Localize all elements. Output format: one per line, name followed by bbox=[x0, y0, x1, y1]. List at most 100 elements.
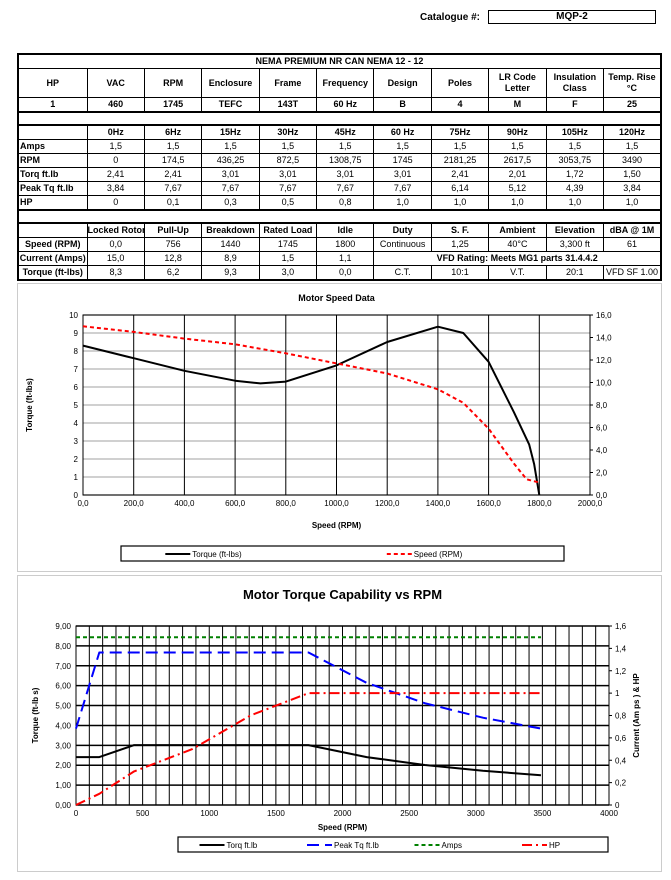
y-tick-label: 4,00 bbox=[55, 721, 71, 730]
plot-area bbox=[82, 314, 591, 496]
table-cell: 75Hz bbox=[430, 124, 490, 140]
table-row: RPM 0 174,5 436,25 872,5 1308,75 1745 2181,25 26… bbox=[17, 153, 662, 168]
table-cell: 0,8 bbox=[316, 195, 375, 211]
table-cell: 5,12 bbox=[488, 181, 547, 196]
table-cell: VAC bbox=[86, 68, 145, 98]
legend-label: HP bbox=[549, 841, 560, 850]
table-cell bbox=[17, 222, 88, 238]
table-cell: 45Hz bbox=[316, 124, 375, 140]
y2-tick-label: 8,0 bbox=[596, 401, 608, 410]
table-cell: 1,5 bbox=[258, 139, 318, 154]
table-cell: F bbox=[545, 97, 605, 113]
x-tick-label: 3000 bbox=[467, 809, 485, 818]
table-cell: HP bbox=[17, 195, 88, 211]
table-row: HP 0 0,1 0,3 0,5 0,8 1,0 1,0 1,0 1,0 1,0 bbox=[17, 195, 662, 211]
table-cell: 8,9 bbox=[201, 251, 260, 266]
y2-tick-label: 2,0 bbox=[596, 469, 608, 478]
y-tick-label: 3,00 bbox=[55, 741, 71, 750]
y-tick-label: 0,00 bbox=[55, 801, 71, 810]
table-cell: Peak Tq ft.lb bbox=[17, 181, 88, 196]
table-cell: 1,5 bbox=[373, 139, 432, 154]
table-cell: C.T. bbox=[373, 265, 432, 281]
table-cell: HP bbox=[17, 68, 88, 98]
table-cell: 1,5 bbox=[545, 139, 605, 154]
table-cell: 61 bbox=[603, 237, 662, 252]
legend-label: Amps bbox=[442, 841, 462, 850]
table-cell: 0 bbox=[86, 153, 145, 168]
y-tick-label: 6 bbox=[74, 383, 79, 392]
table-cell: Rated Load bbox=[258, 222, 318, 238]
table-cell: 1,5 bbox=[603, 139, 662, 154]
table-cell: 2,41 bbox=[143, 167, 203, 182]
y-tick-label: 5 bbox=[74, 401, 79, 410]
table-cell: 1,5 bbox=[316, 139, 375, 154]
table-cell: 105Hz bbox=[545, 124, 605, 140]
table-cell: VFD Rating: Meets MG1 parts 31.4.4.2 bbox=[373, 251, 662, 266]
y2-tick-label: 0,2 bbox=[615, 779, 627, 788]
table-cell: Idle bbox=[316, 222, 375, 238]
y-axis-label: Torque (ft-lb s) bbox=[31, 687, 40, 743]
series-line-hp bbox=[75, 692, 541, 806]
separator bbox=[17, 209, 662, 224]
table-cell: 1,5 bbox=[258, 251, 318, 266]
table-cell: 1,25 bbox=[430, 237, 490, 252]
y2-tick-label: 6,0 bbox=[596, 424, 608, 433]
table-cell: 60 Hz bbox=[373, 124, 432, 140]
table-cell: 0Hz bbox=[86, 124, 145, 140]
y-axis-label: Torque (ft-lbs) bbox=[25, 378, 34, 432]
y-tick-label: 8 bbox=[74, 347, 79, 356]
table-cell: 7,67 bbox=[316, 181, 375, 196]
table-cell: 6,14 bbox=[430, 181, 490, 196]
table-cell: 1,0 bbox=[545, 195, 605, 211]
table-cell: 20:1 bbox=[545, 265, 605, 281]
table-cell: 7,67 bbox=[201, 181, 260, 196]
table-cell: 1,0 bbox=[430, 195, 490, 211]
table-cell: RPM bbox=[17, 153, 88, 168]
chart-title: Motor Speed Data bbox=[298, 293, 376, 303]
x-tick-label: 0,0 bbox=[77, 499, 89, 508]
table-cell: TEFC bbox=[201, 97, 260, 113]
catalogue-number: MQP-2 bbox=[488, 10, 656, 24]
y-tick-label: 3 bbox=[74, 437, 79, 446]
table-cell: 4,39 bbox=[545, 181, 605, 196]
table-cell: 3,01 bbox=[316, 167, 375, 182]
table-cell: 12,8 bbox=[143, 251, 203, 266]
table-cell: 1,5 bbox=[86, 139, 145, 154]
x-tick-label: 0 bbox=[74, 809, 79, 818]
table-cell: Temp. Rise °C bbox=[603, 68, 662, 98]
table-cell: B bbox=[373, 97, 432, 113]
table-cell: 6Hz bbox=[143, 124, 203, 140]
torque-chart-panel: Motor Torque Capability vs RPM 0,00 1,00 2,… bbox=[17, 575, 662, 872]
table-cell: 3,01 bbox=[201, 167, 260, 182]
legend-label: Torque (ft-lbs) bbox=[192, 550, 242, 559]
x-tick-label: 1600,0 bbox=[476, 499, 501, 508]
x-tick-label: 1800,0 bbox=[527, 499, 552, 508]
table-cell: V.T. bbox=[488, 265, 547, 281]
table-cell: Enclosure bbox=[201, 68, 260, 98]
y2-tick-label: 1,2 bbox=[615, 667, 627, 676]
x-tick-label: 2500 bbox=[400, 809, 418, 818]
table-cell: Frequency bbox=[316, 68, 375, 98]
table-cell: Elevation bbox=[545, 222, 605, 238]
table-cell: 3,300 ft bbox=[545, 237, 605, 252]
y2-tick-label: 1,4 bbox=[615, 644, 627, 653]
table-cell: 872,5 bbox=[258, 153, 318, 168]
table-cell: 6,2 bbox=[143, 265, 203, 281]
y2-tick-label: 12,0 bbox=[596, 356, 612, 365]
table-cell: 3,01 bbox=[373, 167, 432, 182]
table-cell: 3,84 bbox=[86, 181, 145, 196]
y2-tick-label: 1 bbox=[615, 689, 620, 698]
x-tick-label: 500 bbox=[136, 809, 150, 818]
x-tick-label: 400,0 bbox=[174, 499, 195, 508]
legend-label: Speed (RPM) bbox=[414, 550, 463, 559]
y2-tick-label: 4,0 bbox=[596, 446, 608, 455]
table-cell: 1,5 bbox=[430, 139, 490, 154]
table-cell: Frame bbox=[258, 68, 318, 98]
separator bbox=[17, 111, 662, 126]
legend bbox=[120, 545, 565, 562]
table-cell: RPM bbox=[143, 68, 203, 98]
y-tick-label: 2 bbox=[74, 455, 79, 464]
table-cell: 1800 bbox=[316, 237, 375, 252]
x-tick-label: 200,0 bbox=[124, 499, 145, 508]
x-tick-label: 1000,0 bbox=[324, 499, 349, 508]
